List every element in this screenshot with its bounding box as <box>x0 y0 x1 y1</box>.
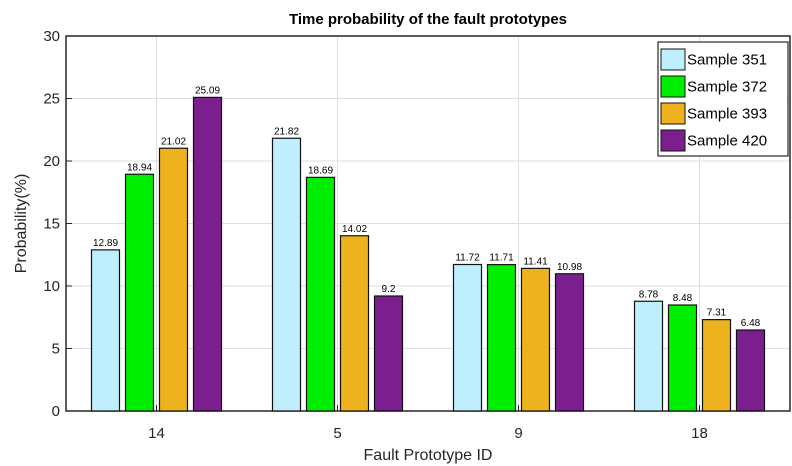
bar <box>554 273 585 412</box>
bar <box>667 304 698 412</box>
bar <box>735 329 766 412</box>
bar-value-label: 11.71 <box>489 253 514 264</box>
legend-label: Sample 372 <box>687 79 767 96</box>
y-tick-label: 10 <box>43 278 60 295</box>
bar <box>192 96 223 412</box>
bar-value-label: 8.78 <box>639 289 659 300</box>
x-tick-label: 18 <box>691 425 708 442</box>
x-tick-label: 14 <box>148 425 165 442</box>
bar <box>701 319 732 412</box>
bar <box>339 235 370 412</box>
chart-title: Time probability of the fault prototypes <box>289 11 567 28</box>
bar <box>124 173 155 412</box>
bar <box>486 264 517 412</box>
y-axis-label: Probability(%) <box>13 174 30 274</box>
legend-label: Sample 420 <box>687 133 767 150</box>
y-tick-label: 25 <box>43 91 60 108</box>
legend-swatch <box>660 129 686 152</box>
x-axis-label: Fault Prototype ID <box>364 447 493 464</box>
bar-value-label: 8.48 <box>673 293 693 304</box>
bar-value-label: 6.48 <box>741 318 761 329</box>
bar-value-label: 25.09 <box>195 85 220 96</box>
bar-value-label: 21.02 <box>161 136 186 147</box>
data-labels: 12.89 18.94 21.02 25.09 21.82 18.69 14.02 9.2 11… <box>93 85 761 329</box>
legend: Sample 351 Sample 372 Sample 393 Sample 420 <box>657 41 789 157</box>
bar <box>90 249 121 412</box>
bar-value-label: 12.89 <box>93 238 118 249</box>
y-tick-label: 20 <box>43 153 60 170</box>
bar-value-label: 9.2 <box>382 284 396 295</box>
y-axis-ticks: 0 5 10 15 20 25 30 <box>43 28 72 420</box>
legend-swatch <box>660 102 686 125</box>
legend-swatch <box>660 75 686 98</box>
y-tick-label: 15 <box>43 216 60 233</box>
bar-value-label: 14.02 <box>342 224 367 235</box>
bar <box>633 300 664 412</box>
legend-swatch <box>660 48 686 71</box>
bar <box>305 176 336 412</box>
bars <box>90 96 766 412</box>
bar <box>271 137 302 412</box>
bar <box>158 147 189 412</box>
bar <box>452 263 483 412</box>
bar-value-label: 11.72 <box>455 253 480 264</box>
legend-label: Sample 393 <box>687 106 767 123</box>
y-tick-label: 0 <box>52 403 60 420</box>
bar-value-label: 18.69 <box>308 165 333 176</box>
x-axis-ticks: 14 5 9 18 <box>148 405 708 442</box>
bar-value-label: 21.82 <box>274 126 299 137</box>
bar-value-label: 11.41 <box>523 256 548 267</box>
y-tick-label: 30 <box>43 28 60 45</box>
bar <box>520 267 551 412</box>
bar-value-label: 18.94 <box>127 162 152 173</box>
bar-value-label: 7.31 <box>707 308 727 319</box>
legend-label: Sample 351 <box>687 52 767 69</box>
y-tick-label: 5 <box>52 341 60 358</box>
bar-value-label: 10.98 <box>557 262 582 273</box>
x-tick-label: 5 <box>333 425 341 442</box>
bar <box>373 295 404 412</box>
x-tick-label: 9 <box>514 425 522 442</box>
